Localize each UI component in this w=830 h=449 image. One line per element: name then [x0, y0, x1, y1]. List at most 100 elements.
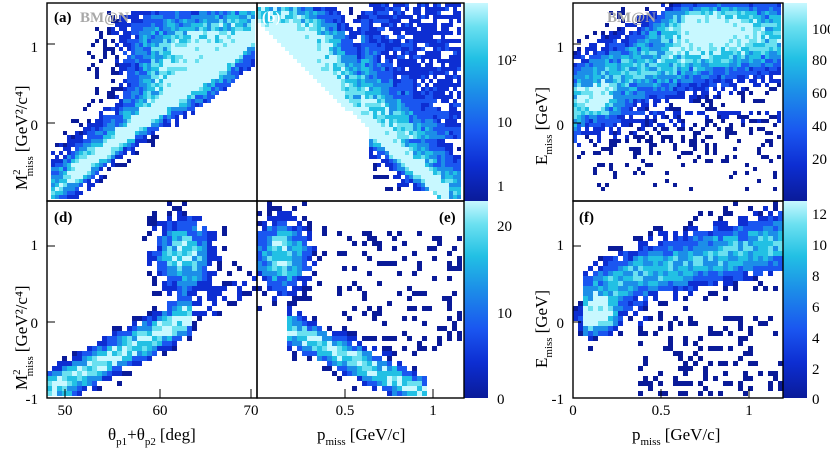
heatmap-cell [99, 111, 103, 115]
heatmap-cell [317, 341, 322, 346]
heatmap-cell [347, 346, 352, 351]
heatmap-cell [701, 91, 705, 95]
heatmap-cell [737, 23, 741, 27]
heatmap-cell [281, 7, 285, 11]
heatmap-cell [59, 179, 63, 183]
heatmap-cell [753, 15, 757, 19]
heatmap-cell [322, 226, 327, 231]
heatmap-cell [211, 31, 215, 35]
heatmap-cell [107, 336, 112, 341]
heatmap-cell [305, 15, 309, 19]
heatmap-cell [381, 151, 385, 155]
heatmap-cell [337, 91, 341, 95]
heatmap-cell [102, 346, 107, 351]
heatmap-cell [393, 27, 397, 31]
heatmap-cell [613, 87, 617, 91]
heatmap-cell [593, 83, 597, 87]
heatmap-cell [385, 187, 389, 191]
heatmap-cell [437, 11, 441, 15]
heatmap-cell [262, 271, 267, 276]
heatmap-cell [325, 43, 329, 47]
heatmap-cell [183, 15, 187, 19]
heatmap-cell [231, 43, 235, 47]
heatmap-cell [167, 51, 171, 55]
heatmap-cell [305, 43, 309, 47]
heatmap-cell [441, 155, 445, 159]
heatmap-cell [111, 95, 115, 99]
heatmap-cell [147, 91, 151, 95]
heatmap-cell [387, 361, 392, 366]
heatmap-cell [677, 31, 681, 35]
heatmap-cell [333, 15, 337, 19]
heatmap-cell [407, 306, 412, 311]
heatmap-cell [163, 91, 167, 95]
heatmap-cell [292, 251, 297, 256]
heatmap-cell [127, 326, 132, 331]
heatmap-cell [139, 47, 143, 51]
heatmap-cell [293, 23, 297, 27]
heatmap-cell [425, 143, 429, 147]
heatmap-cell [361, 15, 365, 19]
heatmap-cell [401, 159, 405, 163]
heatmap-cell [277, 256, 282, 261]
heatmap-cell [753, 23, 757, 27]
heatmap-cell [421, 115, 425, 119]
heatmap-cell [649, 111, 653, 115]
heatmap-cell [67, 381, 72, 386]
heatmap-cell [413, 111, 417, 115]
heatmap-cell [405, 167, 409, 171]
heatmap-cell [737, 71, 741, 75]
heatmap-cell [297, 47, 301, 51]
heatmap-cell [155, 123, 159, 127]
heatmap-cell [657, 95, 661, 99]
heatmap-cell [305, 31, 309, 35]
heatmap-cell [401, 99, 405, 103]
heatmap-cell [71, 119, 75, 123]
heatmap-cell [681, 27, 685, 31]
heatmap-cell [357, 115, 361, 119]
heatmap-cell [409, 159, 413, 163]
heatmap-cell [269, 31, 273, 35]
heatmap-cell [637, 91, 641, 95]
heatmap-cell [392, 351, 397, 356]
heatmap-cell [195, 43, 199, 47]
heatmap-cell [713, 143, 717, 147]
heatmap-cell [155, 67, 159, 71]
heatmap-cell [117, 326, 122, 331]
heatmap-cell [397, 107, 401, 111]
heatmap-cell [588, 276, 593, 281]
heatmap-cell [749, 31, 753, 35]
heatmap-cell [389, 95, 393, 99]
heatmap-cell [337, 27, 341, 31]
heatmap-cell [317, 39, 321, 43]
heatmap-cell [227, 39, 231, 43]
heatmap-cell [637, 139, 641, 143]
heatmap-cell [581, 67, 585, 71]
heatmap-cell [285, 31, 289, 35]
heatmap-cell [131, 23, 135, 27]
heatmap-cell [453, 135, 457, 139]
heatmap-cell [171, 111, 175, 115]
heatmap-cell [387, 346, 392, 351]
heatmap-cell [107, 115, 111, 119]
heatmap-cell [753, 43, 757, 47]
heatmap-cell [267, 226, 272, 231]
heatmap-cell [83, 151, 87, 155]
heatmap-cell [202, 281, 207, 286]
heatmap-cell [207, 281, 212, 286]
heatmap-cell [377, 91, 381, 95]
heatmap-cell [142, 236, 147, 241]
heatmap-cell [369, 47, 373, 51]
heatmap-cell [641, 135, 645, 139]
heatmap-cell [585, 51, 589, 55]
heatmap-cell [617, 59, 621, 63]
heatmap-cell [187, 51, 191, 55]
heatmap-cell [179, 31, 183, 35]
heatmap-cell [709, 23, 713, 27]
heatmap-cell [179, 71, 183, 75]
heatmap-cell [429, 123, 433, 127]
heatmap-cell [111, 131, 115, 135]
heatmap-cell [332, 371, 337, 376]
heatmap-cell [769, 19, 773, 23]
heatmap-cell [613, 39, 617, 43]
